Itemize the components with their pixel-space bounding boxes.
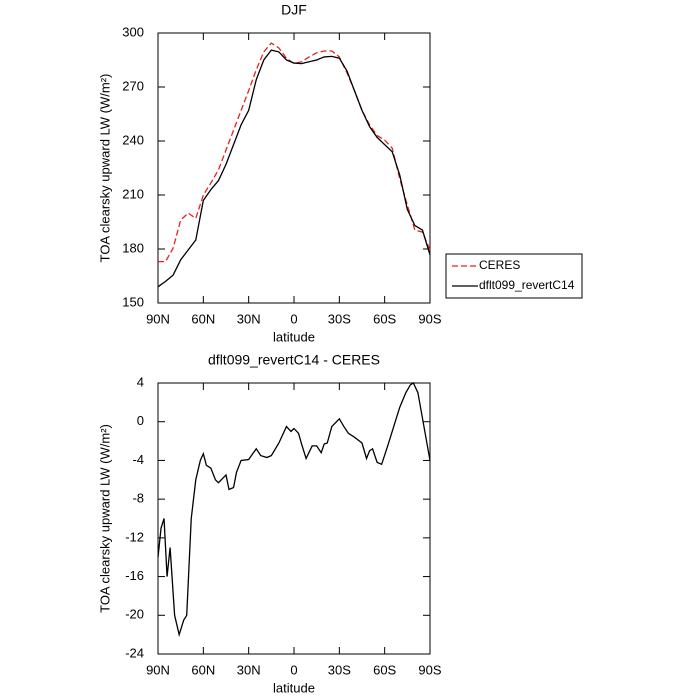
y-axis-label: TOA clearsky upward LW (W/m²) <box>97 74 112 263</box>
x-tick-label: 90S <box>418 311 441 326</box>
x-tick-label: 30S <box>328 662 351 677</box>
plot-frame <box>157 32 431 304</box>
y-tick-label: -8 <box>132 491 144 506</box>
legend-label: dflt099_revertC14 <box>479 278 575 292</box>
y-tick-label: 180 <box>122 240 144 255</box>
x-tick-label: 30N <box>237 662 261 677</box>
chart-title: DJF <box>281 2 307 18</box>
y-tick-label: -16 <box>125 568 144 583</box>
x-tick-label: 90N <box>146 311 170 326</box>
y-tick-label: -20 <box>125 607 144 622</box>
x-axis-label: latitude <box>273 329 315 344</box>
y-axis-label: TOA clearsky upward LW (W/m²) <box>97 424 112 613</box>
y-tick-label: 4 <box>137 374 144 389</box>
y-tick-label: 0 <box>137 413 144 428</box>
x-axis-label: latitude <box>273 680 315 695</box>
y-tick-label: 240 <box>122 132 144 147</box>
y-tick-label: -24 <box>125 645 144 660</box>
y-tick-label: 300 <box>122 24 144 39</box>
x-tick-label: 0 <box>290 662 297 677</box>
plot-frame <box>157 382 431 655</box>
x-tick-label: 30N <box>237 311 261 326</box>
y-tick-label: -12 <box>125 529 144 544</box>
x-tick-label: 0 <box>290 311 297 326</box>
x-tick-label: 60N <box>191 662 215 677</box>
legend-label: CERES <box>479 258 520 272</box>
y-tick-label: 270 <box>122 78 144 93</box>
legend-box <box>445 253 583 299</box>
y-tick-label: -4 <box>132 452 144 467</box>
x-tick-label: 90S <box>418 662 441 677</box>
x-tick-label: 30S <box>328 311 351 326</box>
data-line <box>157 382 431 638</box>
y-tick-label: 210 <box>122 186 144 201</box>
x-tick-label: 60N <box>191 311 215 326</box>
x-tick-label: 60S <box>373 662 396 677</box>
data-line <box>157 49 431 288</box>
x-tick-label: 60S <box>373 311 396 326</box>
x-tick-label: 90N <box>146 662 170 677</box>
data-line <box>158 42 431 263</box>
y-tick-label: 150 <box>122 294 144 309</box>
chart-title: dflt099_revertC14 - CERES <box>208 352 380 368</box>
